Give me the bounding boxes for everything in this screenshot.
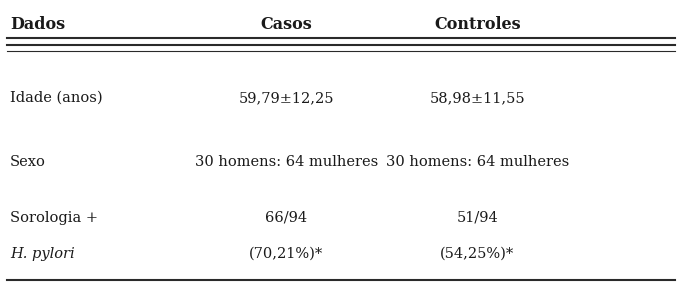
Text: 30 homens: 64 mulheres: 30 homens: 64 mulheres <box>195 155 378 169</box>
Text: (54,25%)*: (54,25%)* <box>441 247 514 261</box>
Text: Controles: Controles <box>434 16 521 33</box>
Text: Sexo: Sexo <box>10 155 46 169</box>
Text: 59,79±12,25: 59,79±12,25 <box>239 91 334 105</box>
Text: (70,21%)*: (70,21%)* <box>250 247 323 261</box>
Text: 58,98±11,55: 58,98±11,55 <box>430 91 525 105</box>
Text: Dados: Dados <box>10 16 65 33</box>
Text: H. pylori: H. pylori <box>10 247 75 261</box>
Text: 66/94: 66/94 <box>265 211 308 225</box>
Text: 30 homens: 64 mulheres: 30 homens: 64 mulheres <box>386 155 569 169</box>
Text: Idade (anos): Idade (anos) <box>10 91 103 105</box>
Text: Casos: Casos <box>261 16 312 33</box>
Text: 51/94: 51/94 <box>456 211 499 225</box>
Text: Sorologia +: Sorologia + <box>10 211 98 225</box>
